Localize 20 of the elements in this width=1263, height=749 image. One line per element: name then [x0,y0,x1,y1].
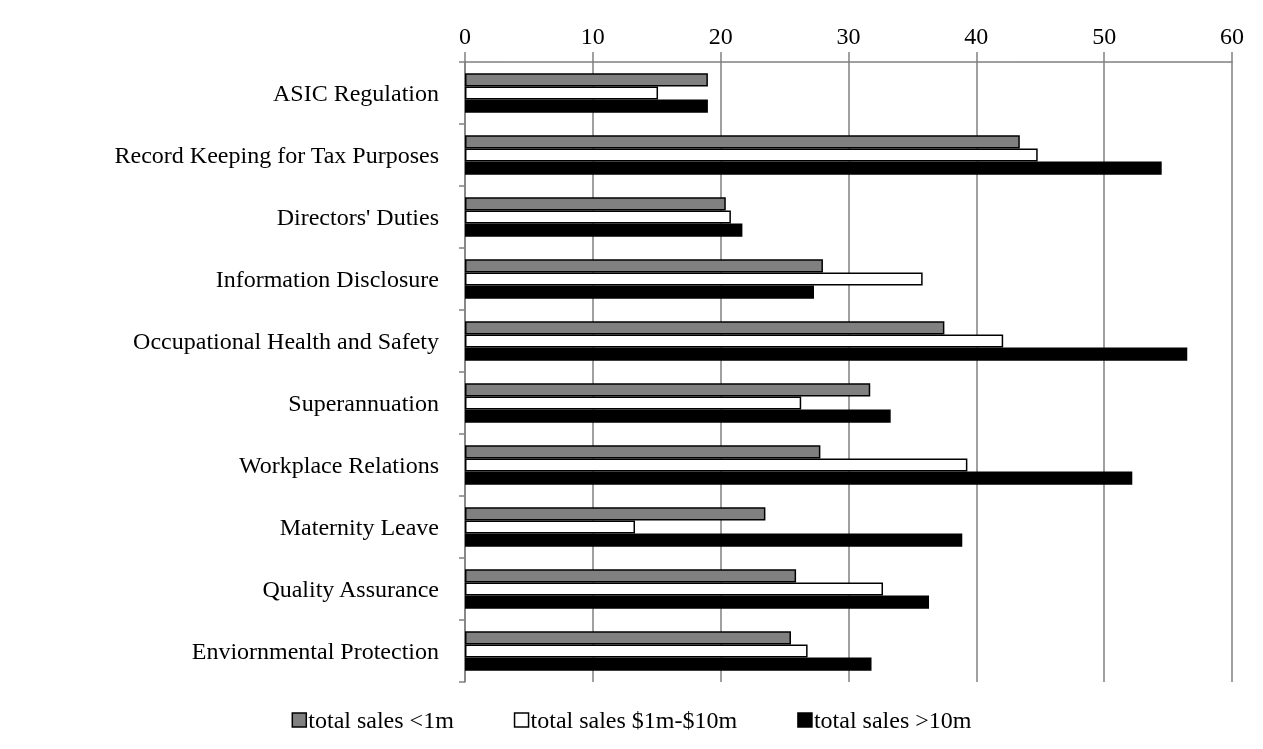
legend-label: total sales $1m-$10m [530,707,738,733]
x-tick-label: 10 [580,23,605,49]
x-tick-label: 60 [1220,23,1244,49]
y-tick-label: Occupational Health and Safety [133,328,439,354]
y-tick-label: Record Keeping for Tax Purposes [114,142,439,168]
y-tick-label: Enviornmental Protection [191,638,439,664]
x-tick-label: 40 [964,23,989,49]
y-tick-label: Quality Assurance [262,576,439,602]
x-tick-label: 50 [1092,23,1117,49]
x-tick-label: 20 [708,23,733,49]
y-tick-label: Workplace Relations [238,452,439,478]
y-tick-label: Superannuation [288,390,439,416]
legend-label: total sales >10m [813,707,972,733]
x-tick-label: 0 [459,23,471,49]
y-tick-label: ASIC Regulation [273,80,439,106]
y-tick-label: Maternity Leave [279,514,439,540]
x-tick-label: 30 [836,23,861,49]
y-tick-label: Directors' Duties [276,204,439,230]
y-tick-label: Information Disclosure [215,266,439,292]
legend-label: total sales <1m [308,707,455,733]
